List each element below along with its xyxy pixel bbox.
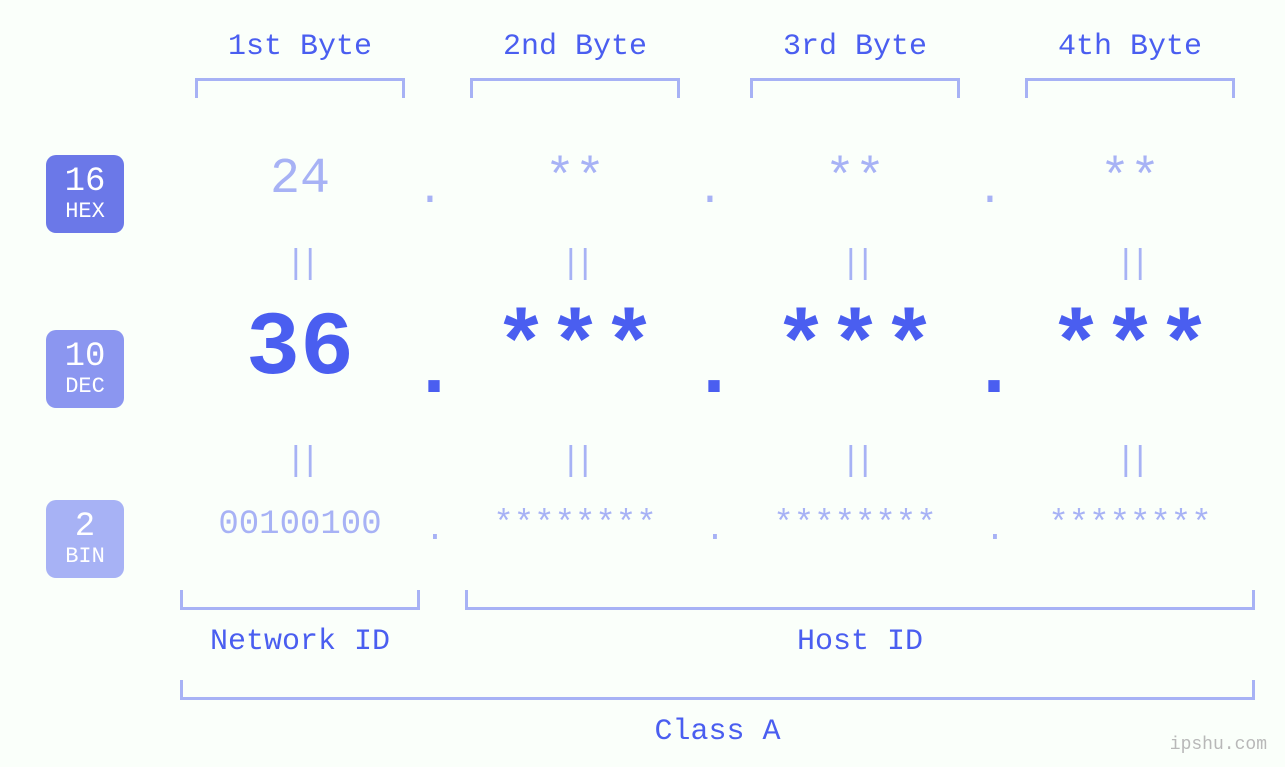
hex-byte-1: 24 [175,155,425,205]
eq-2-3: || [730,443,980,481]
byte-header-3: 3rd Byte [730,30,980,64]
dec-dot-3: . [970,326,1010,417]
dec-byte-1: 36 [175,305,425,395]
badge-dec: 10 DEC [46,330,124,408]
bin-byte-2: ******** [450,508,700,542]
badge-dec-num: 10 [46,340,124,376]
bin-dot-3: . [975,512,1015,550]
bracket-byte-3 [750,78,960,98]
badge-hex-num: 16 [46,165,124,201]
badge-hex-label: HEX [46,200,124,223]
byte-header-2: 2nd Byte [450,30,700,64]
byte-header-1: 1st Byte [175,30,425,64]
hex-byte-3: ** [730,155,980,205]
bin-byte-3: ******** [730,508,980,542]
hex-dot-2: . [690,166,730,216]
hex-byte-2: ** [450,155,700,205]
bin-byte-1: 00100100 [175,508,425,542]
dec-dot-2: . [690,326,730,417]
eq-2-4: || [1005,443,1255,481]
eq-1-4: || [1005,246,1255,284]
class-label: Class A [180,715,1255,749]
bracket-network [180,590,420,610]
eq-1-2: || [450,246,700,284]
bracket-byte-1 [195,78,405,98]
network-id-label: Network ID [180,625,420,659]
eq-1-1: || [175,246,425,284]
badge-bin-label: BIN [46,545,124,568]
bracket-class [180,680,1255,700]
eq-2-2: || [450,443,700,481]
eq-1-3: || [730,246,980,284]
bin-byte-4: ******** [1005,508,1255,542]
host-id-label: Host ID [465,625,1255,659]
bracket-byte-4 [1025,78,1235,98]
bin-dot-2: . [695,512,735,550]
byte-header-4: 4th Byte [1005,30,1255,64]
badge-bin-num: 2 [46,510,124,546]
eq-2-1: || [175,443,425,481]
badge-dec-label: DEC [46,375,124,398]
dec-dot-1: . [410,326,450,417]
hex-dot-1: . [410,166,450,216]
hex-dot-3: . [970,166,1010,216]
bin-dot-1: . [415,512,455,550]
bracket-host [465,590,1255,610]
watermark: ipshu.com [1170,735,1267,755]
ip-diagram: 1st Byte 2nd Byte 3rd Byte 4th Byte 16 H… [0,0,1285,767]
dec-byte-4: *** [1005,305,1255,395]
dec-byte-3: *** [730,305,980,395]
bracket-byte-2 [470,78,680,98]
hex-byte-4: ** [1005,155,1255,205]
dec-byte-2: *** [450,305,700,395]
badge-bin: 2 BIN [46,500,124,578]
badge-hex: 16 HEX [46,155,124,233]
